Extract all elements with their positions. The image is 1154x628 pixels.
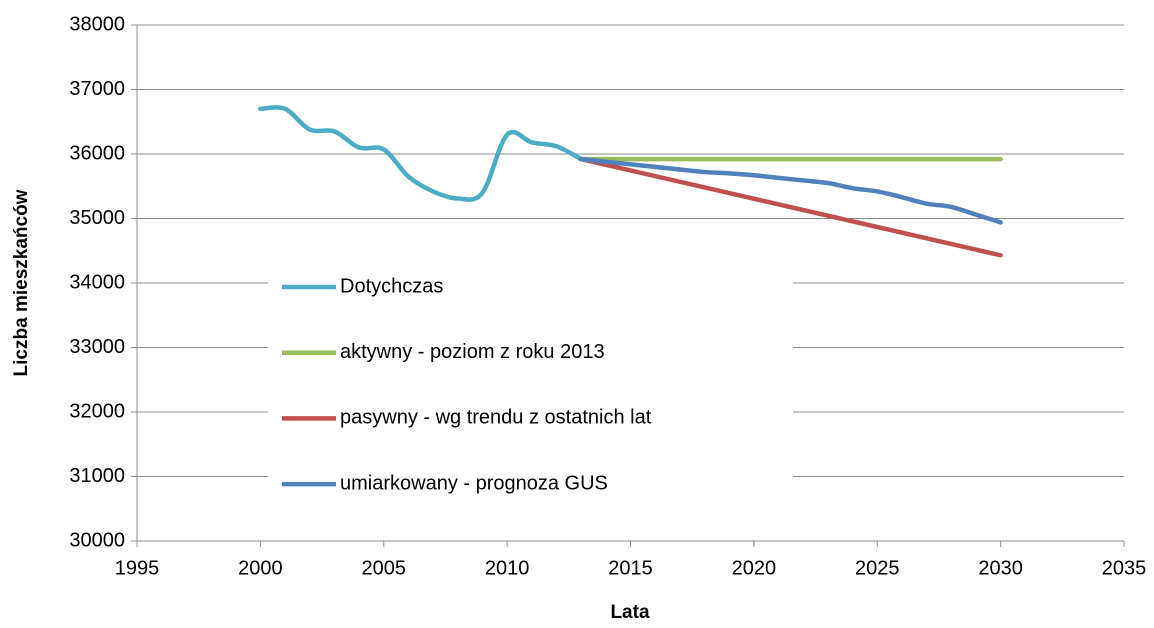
y-tick-label: 36000: [69, 142, 125, 164]
y-axis-title: Liczba mieszkańców: [11, 189, 32, 376]
x-tick-label: 2005: [362, 557, 407, 579]
y-tick-label: 38000: [69, 13, 125, 35]
y-tick-label: 35000: [69, 207, 125, 229]
y-tick-label: 30000: [69, 529, 125, 551]
series-line: [258, 105, 584, 202]
y-tick-label: 37000: [69, 78, 125, 100]
x-tick-label: 1995: [115, 557, 160, 579]
legend-label: pasywny - wg trendu z ostatnich lat: [340, 407, 652, 429]
y-tick-label: 32000: [69, 400, 125, 422]
x-tick-label: 2035: [1102, 557, 1147, 579]
x-tick-label: 2030: [978, 557, 1023, 579]
y-tick-label: 31000: [69, 465, 125, 487]
legend-box: [268, 257, 793, 515]
x-tick-label: 2010: [485, 557, 530, 579]
x-tick-label: 2025: [855, 557, 900, 579]
x-tick-label: 2020: [732, 557, 777, 579]
y-tick-label: 33000: [69, 336, 125, 358]
x-tick-label: 2000: [238, 557, 283, 579]
legend-label: aktywny - poziom z roku 2013: [340, 341, 605, 363]
x-axis-title: Lata: [610, 602, 650, 623]
legend-label: umiarkowany - prognoza GUS: [340, 472, 608, 494]
legend-label: Dotychczas: [340, 275, 443, 297]
series-line: [578, 156, 1003, 258]
x-tick-label: 2015: [608, 557, 653, 579]
y-tick-label: 34000: [69, 271, 125, 293]
series-line: [578, 156, 1003, 225]
